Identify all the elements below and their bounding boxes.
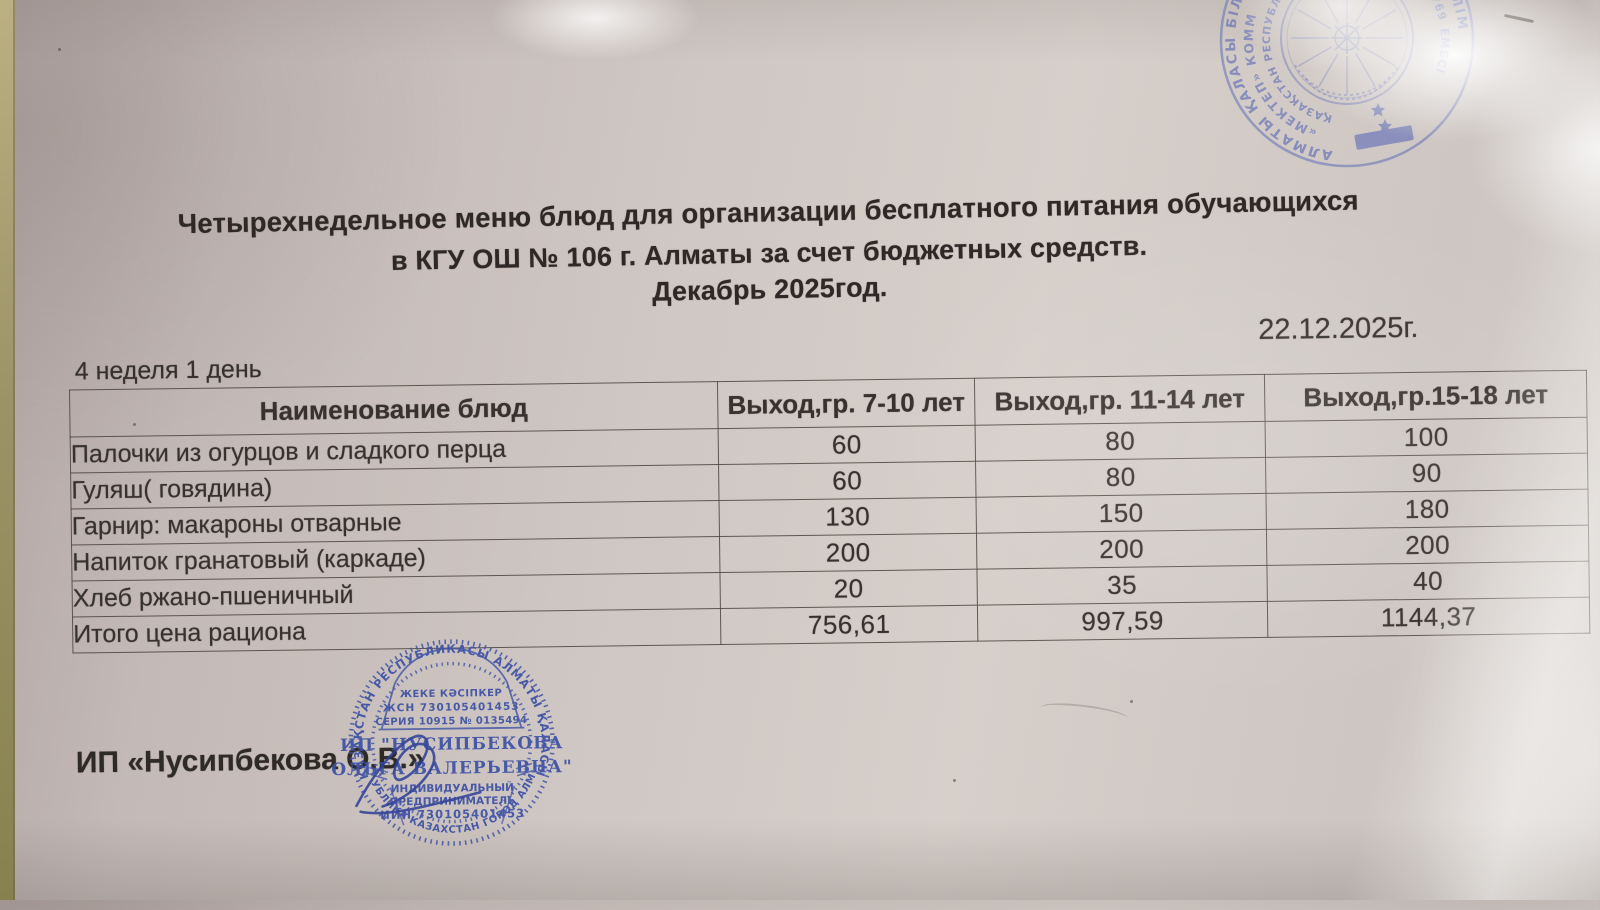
- col-header-dish: Наименование блюд: [69, 381, 719, 438]
- portion-cell: 180: [1265, 489, 1589, 530]
- emblem-shanyrak: [1331, 22, 1363, 54]
- portion-cell: 150: [976, 493, 1267, 534]
- portion-cell: 20: [719, 569, 978, 609]
- col-header-15-18: Выход,гр.15-18 лет: [1264, 370, 1588, 422]
- school-stamp: АЛМАТЫ ҚАЛАСЫ БІЛІМ БЕРЕТІН БІЛІМ «МЕКТЕ…: [1219, 0, 1475, 168]
- portion-cell: 200: [719, 533, 977, 573]
- stamp-box-line3: СЕРИЯ 10915 № 0135494: [375, 715, 527, 728]
- total-price-cell: 1144,37: [1267, 597, 1590, 638]
- dust-speck: [58, 48, 61, 51]
- portion-cell: 130: [719, 497, 977, 537]
- portion-cell: 80: [975, 421, 1266, 462]
- dust-speck: [953, 779, 956, 782]
- school-stamp-star-1: [1370, 103, 1386, 117]
- week-day-label: 4 неделя 1 день: [74, 355, 262, 386]
- entrepreneur-stamp: ҚАЗАҚСТАН РЕСПУБЛИКАСЫ АЛМАТЫ ҚАЛАСЫ РЕС…: [331, 639, 573, 846]
- total-price-cell: 997,59: [977, 601, 1268, 642]
- school-stamp-number: 00769: [1419, 0, 1448, 22]
- stamp-sub-line3: ИИН 730105401453: [380, 806, 525, 822]
- portion-cell: 80: [975, 457, 1266, 498]
- school-stamp-fragment-emesi: ЕМЕСІ: [1432, 28, 1451, 76]
- portion-cell: 200: [976, 529, 1267, 570]
- stamp-name-line2: ОЛЬГА ВАЛЕРЬЕВНА": [331, 757, 573, 780]
- portion-cell: 60: [718, 461, 977, 501]
- menu-date: 22.12.2025г.: [1258, 311, 1419, 346]
- stamp-name-line1: ИП "НУСИПБЕКОВА: [340, 733, 564, 756]
- svg-text:00769: 00769: [1419, 0, 1449, 22]
- portion-cell: 90: [1265, 453, 1588, 494]
- portion-cell: 100: [1265, 417, 1588, 458]
- col-header-11-14: Выход,гр. 11-14 лет: [974, 374, 1266, 426]
- portion-cell: 40: [1266, 561, 1590, 602]
- dust-speck: [1130, 700, 1133, 703]
- portion-cell: 60: [718, 425, 976, 465]
- stamp-box-line1: ЖЕКЕ КӘСІПКЕР: [400, 688, 503, 700]
- menu-table: Наименование блюд Выход,гр. 7-10 лет Вых…: [69, 370, 1590, 654]
- portion-cell: 200: [1266, 525, 1589, 566]
- stamp-box-line2: ЖСН 730105401453: [383, 701, 520, 715]
- col-header-7-10: Выход,гр. 7-10 лет: [717, 378, 976, 429]
- portion-cell: 35: [976, 565, 1268, 606]
- total-price-cell: 756,61: [720, 605, 978, 645]
- dust-speck: [133, 423, 136, 426]
- svg-text:ЕМЕСІ: ЕМЕСІ: [1432, 28, 1452, 76]
